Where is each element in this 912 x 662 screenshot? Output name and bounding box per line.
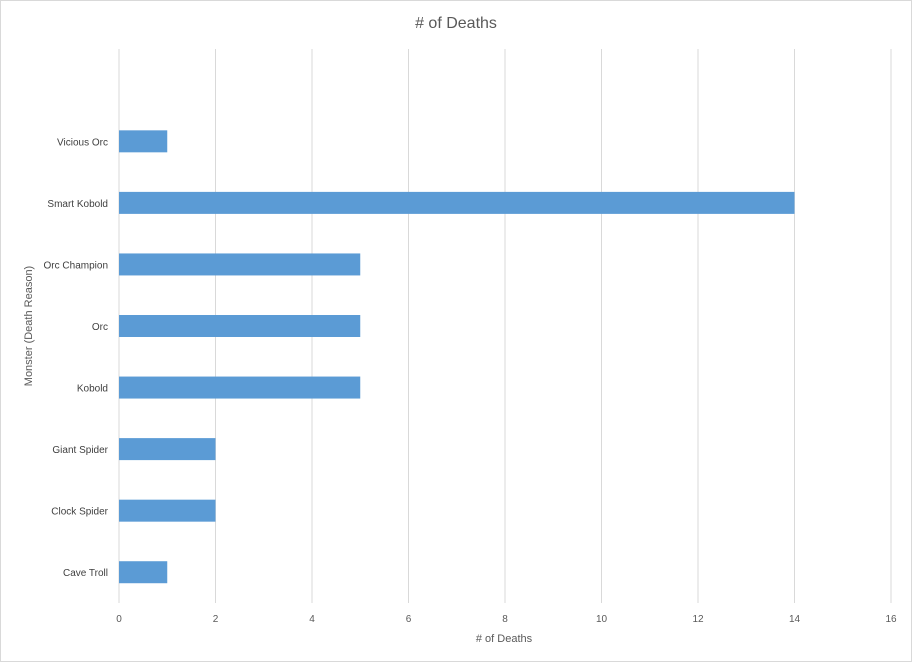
- x-tick-label: 6: [406, 614, 412, 625]
- gridlines: [118, 49, 892, 603]
- y-category-label: Kobold: [77, 384, 108, 395]
- y-category-label: Clock Spider: [51, 507, 108, 518]
- x-tick-label: 16: [885, 614, 897, 625]
- bar-orc: [119, 315, 361, 337]
- y-category-label: Cave Troll: [63, 568, 108, 579]
- x-tick-label: 14: [789, 614, 801, 625]
- y-category-label: Orc: [92, 322, 108, 333]
- x-axis-ticks: 0 2 4 6 8 10 12 14 16: [116, 614, 897, 625]
- bar-series: [119, 130, 795, 584]
- y-axis-categories: Cave Troll Clock Spider Giant Spider Kobold…: [44, 137, 109, 579]
- y-category-label: Orc Champion: [44, 260, 108, 271]
- x-axis-label: # of Deaths: [476, 633, 533, 645]
- x-tick-label: 12: [692, 614, 704, 625]
- bar-giant-spider: [119, 438, 216, 461]
- y-category-label: Giant Spider: [52, 445, 108, 456]
- bar-cave-troll: [119, 561, 168, 584]
- bar-kobold: [119, 376, 361, 399]
- x-tick-label: 8: [502, 614, 508, 625]
- x-tick-label: 2: [213, 614, 219, 625]
- x-tick-label: 0: [116, 614, 122, 625]
- chart-title: # of Deaths: [415, 15, 497, 32]
- bar-smart-kobold: [119, 191, 795, 214]
- y-axis-label: Monster (Death Reason): [23, 266, 35, 386]
- bar-clock-spider: [119, 499, 216, 522]
- bar-vicious-orc: [119, 130, 168, 153]
- x-tick-label: 4: [309, 614, 315, 625]
- x-tick-label: 10: [596, 614, 608, 625]
- y-category-label: Vicious Orc: [57, 137, 108, 148]
- bar-orc-champion: [119, 253, 361, 276]
- y-category-label: Smart Kobold: [47, 199, 108, 210]
